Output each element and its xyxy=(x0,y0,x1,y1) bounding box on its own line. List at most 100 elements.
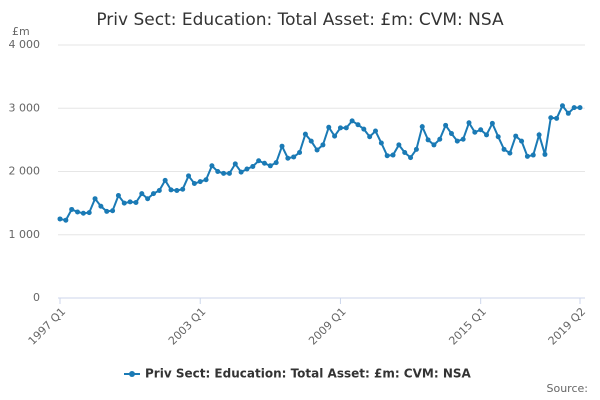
y-tick-label: 1 000 xyxy=(9,228,41,241)
data-point xyxy=(361,126,367,132)
data-point xyxy=(221,170,227,176)
data-point xyxy=(530,152,536,158)
data-point xyxy=(466,120,472,126)
y-tick-label: 0 xyxy=(33,291,40,304)
data-point xyxy=(431,142,437,148)
data-point xyxy=(373,128,379,134)
data-point xyxy=(110,208,116,214)
data-point xyxy=(478,127,484,133)
data-point xyxy=(495,134,501,140)
data-point xyxy=(250,163,256,169)
data-point xyxy=(548,115,554,121)
data-point xyxy=(314,147,320,153)
data-point xyxy=(524,153,530,159)
data-point xyxy=(396,142,402,148)
data-point xyxy=(191,181,197,187)
data-point xyxy=(355,122,361,128)
data-point xyxy=(232,161,238,167)
data-point xyxy=(349,118,355,124)
data-point xyxy=(57,216,63,222)
data-point xyxy=(489,120,495,126)
data-point xyxy=(145,196,151,202)
data-point xyxy=(519,138,525,144)
data-point xyxy=(297,150,303,156)
data-point xyxy=(302,131,308,137)
data-point xyxy=(80,210,86,216)
data-point xyxy=(186,173,192,179)
y-tick-label: 3 000 xyxy=(9,101,41,114)
data-point xyxy=(484,132,490,138)
data-point xyxy=(413,146,419,152)
x-tick-label: 2019 Q2 xyxy=(546,305,589,348)
data-point xyxy=(565,110,571,116)
data-point xyxy=(402,150,408,156)
data-point xyxy=(156,187,162,193)
data-point xyxy=(180,186,186,192)
data-point xyxy=(343,125,349,131)
data-point xyxy=(174,187,180,193)
data-point xyxy=(437,136,443,142)
data-point xyxy=(501,146,507,152)
data-point xyxy=(571,105,577,111)
data-point xyxy=(443,122,449,128)
data-point xyxy=(326,124,332,130)
data-point xyxy=(63,217,69,223)
data-point xyxy=(390,152,396,158)
data-point xyxy=(507,150,513,156)
data-point xyxy=(261,160,267,166)
chart-title: Priv Sect: Education: Total Asset: £m: C… xyxy=(96,10,504,30)
data-point xyxy=(226,170,232,176)
data-point xyxy=(133,199,139,205)
data-point xyxy=(320,142,326,148)
data-point xyxy=(332,133,338,139)
data-point xyxy=(454,138,460,144)
x-tick-label: 2009 Q1 xyxy=(306,305,349,348)
data-point xyxy=(92,196,98,202)
data-point xyxy=(513,133,519,139)
data-point xyxy=(98,203,104,209)
data-point xyxy=(308,138,314,144)
data-point xyxy=(472,129,478,135)
data-point xyxy=(291,154,297,160)
data-point xyxy=(121,200,127,206)
y-axis-label: £m xyxy=(12,25,30,38)
data-point xyxy=(127,199,133,205)
legend-label: Priv Sect: Education: Total Asset: £m: C… xyxy=(145,367,472,381)
data-point xyxy=(285,155,291,161)
data-point xyxy=(168,187,174,193)
data-point xyxy=(150,191,156,197)
data-point xyxy=(279,143,285,149)
data-point xyxy=(384,153,390,159)
data-point xyxy=(408,155,414,161)
source: Source: xyxy=(547,382,589,395)
data-point xyxy=(542,151,548,157)
data-point xyxy=(367,134,373,140)
y-tick-label: 2 000 xyxy=(9,165,41,178)
data-point xyxy=(197,179,203,185)
data-point xyxy=(209,163,215,169)
x-tick-label: 1997 Q1 xyxy=(26,305,69,348)
data-point xyxy=(378,140,384,146)
data-point xyxy=(86,210,92,216)
data-point xyxy=(460,136,466,142)
data-point xyxy=(425,137,431,143)
y-tick-label: 4 000 xyxy=(9,38,41,51)
data-point xyxy=(104,208,110,214)
data-point xyxy=(536,132,542,138)
data-point xyxy=(577,105,583,111)
data-point xyxy=(273,160,279,166)
data-point xyxy=(203,177,209,183)
x-tick-label: 2015 Q1 xyxy=(446,305,489,348)
data-point xyxy=(559,103,565,109)
data-point xyxy=(244,166,250,172)
data-point xyxy=(337,125,343,131)
data-point xyxy=(448,131,454,137)
data-point xyxy=(419,124,425,130)
x-tick-label: 2003 Q1 xyxy=(166,305,209,348)
data-point xyxy=(238,169,244,175)
data-point xyxy=(115,193,121,199)
data-point xyxy=(215,169,221,174)
data-point xyxy=(139,191,145,197)
legend-marker xyxy=(129,371,135,377)
